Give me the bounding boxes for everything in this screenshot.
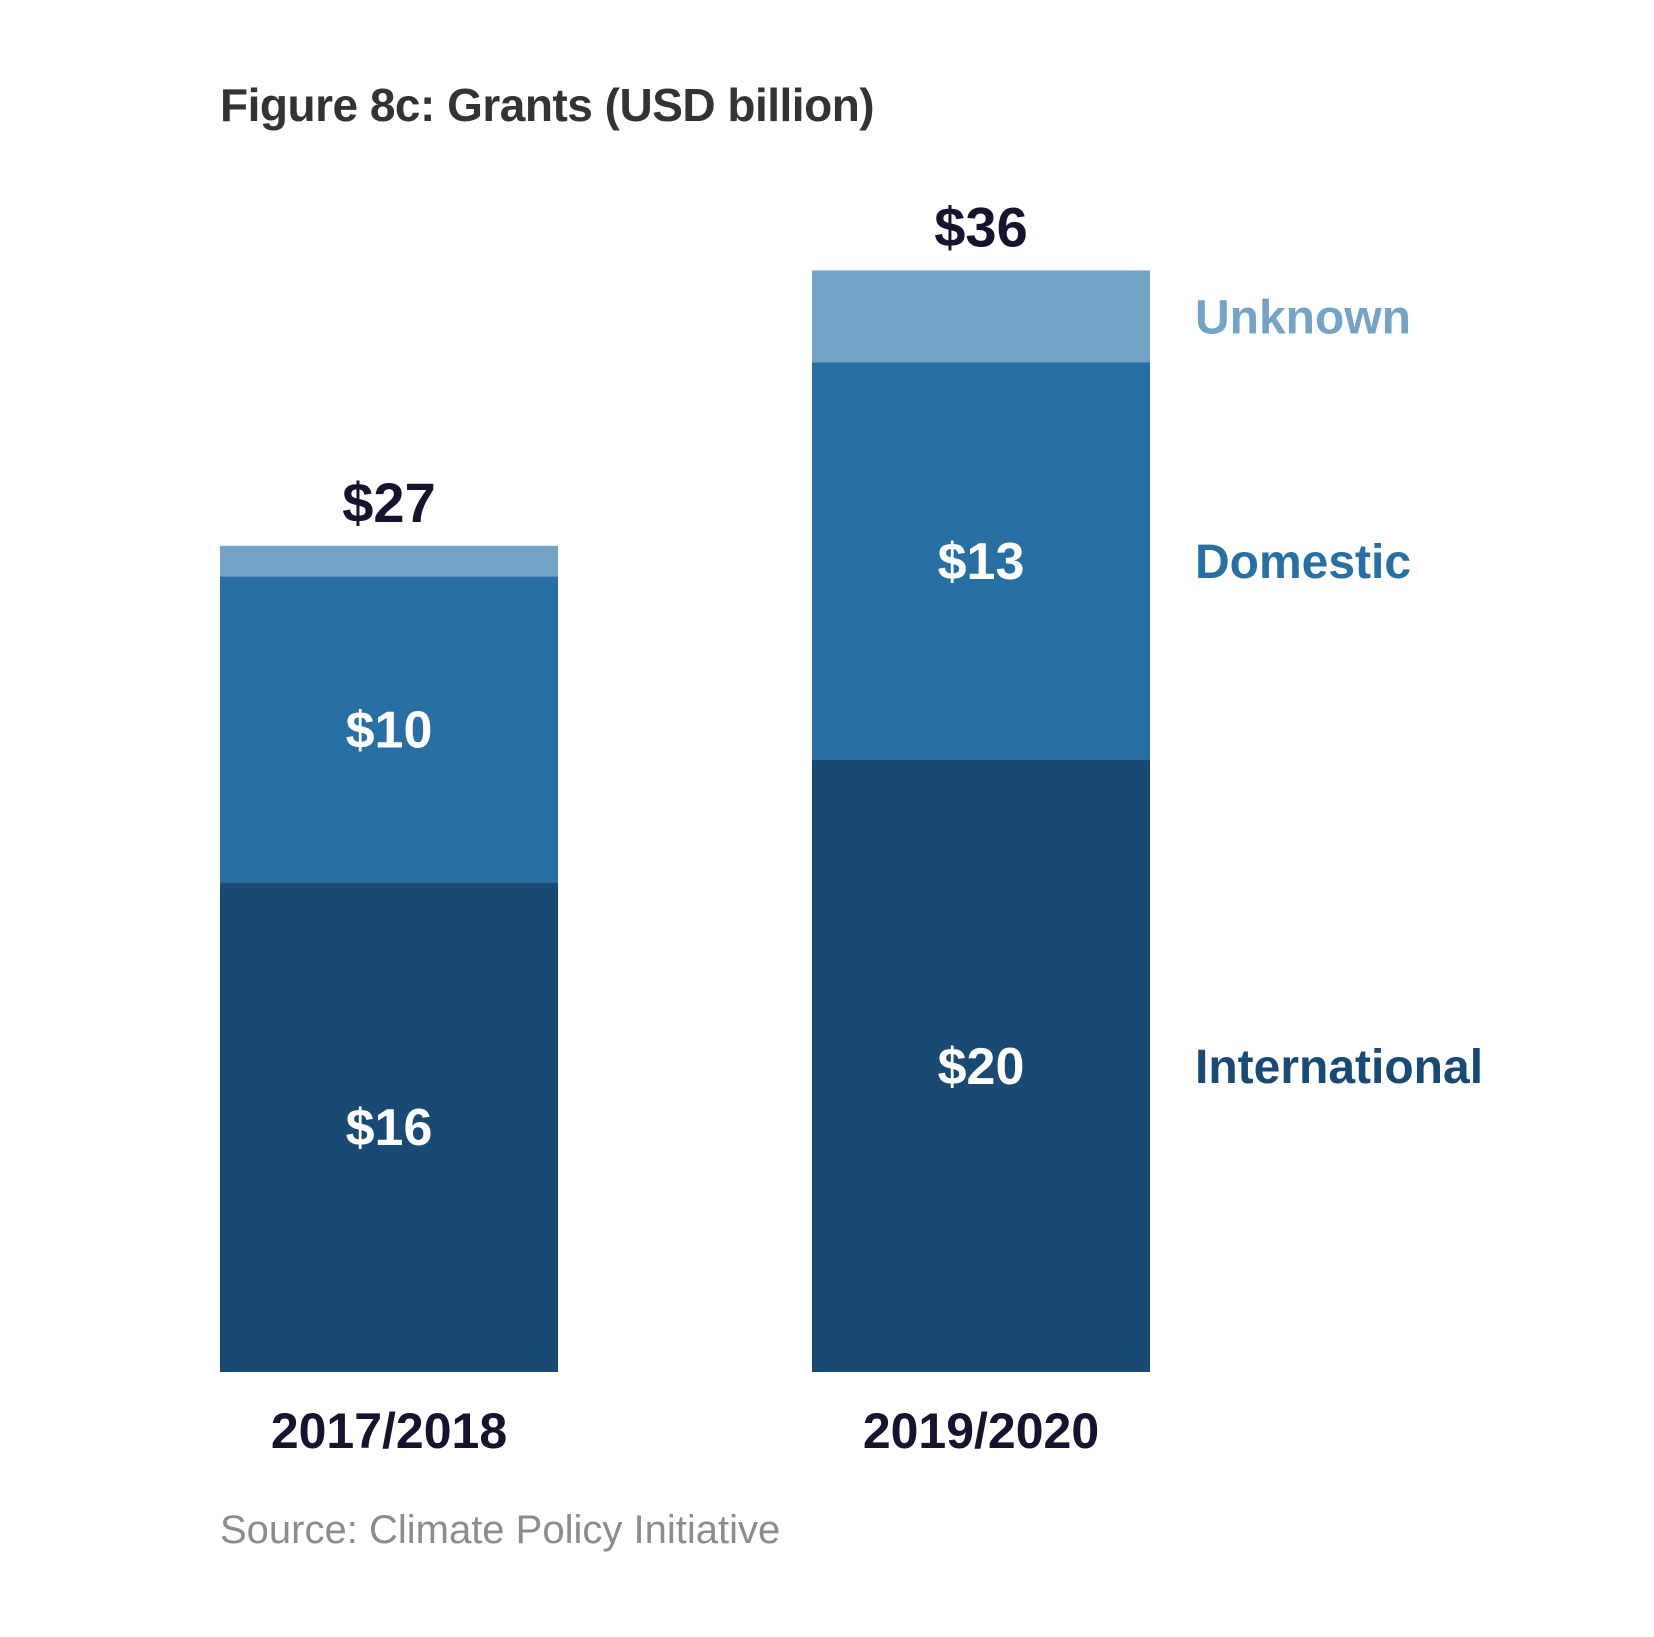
total-label-2019-2020: $36 [934, 195, 1027, 258]
legend-label-international: International [1195, 1041, 1483, 1094]
category-label-2017-2018: 2017/2018 [271, 1403, 507, 1459]
data-label-international-2019-2020: $20 [938, 1038, 1025, 1096]
bar-international-2017-2018 [220, 882, 558, 1372]
legend-label-unknown: Unknown [1195, 291, 1411, 344]
bar-international-2019-2020 [812, 760, 1150, 1372]
bar-domestic-2017-2018 [220, 576, 558, 883]
data-label-domestic-2019-2020: $13 [938, 533, 1025, 591]
source-note: Source: Climate Policy Initiative [220, 1508, 781, 1552]
bar-unknown-2019-2020 [812, 270, 1150, 363]
bar-domestic-2019-2020 [812, 362, 1150, 760]
chart-title: Figure 8c: Grants (USD billion) [220, 79, 875, 131]
category-label-2019-2020: 2019/2020 [863, 1403, 1099, 1459]
total-label-2017-2018: $27 [342, 471, 435, 534]
data-label-international-2017-2018: $16 [346, 1099, 433, 1157]
bar-unknown-2017-2018 [220, 545, 558, 577]
data-label-domestic-2017-2018: $10 [346, 701, 433, 759]
legend-label-domestic: Domestic [1195, 536, 1411, 589]
